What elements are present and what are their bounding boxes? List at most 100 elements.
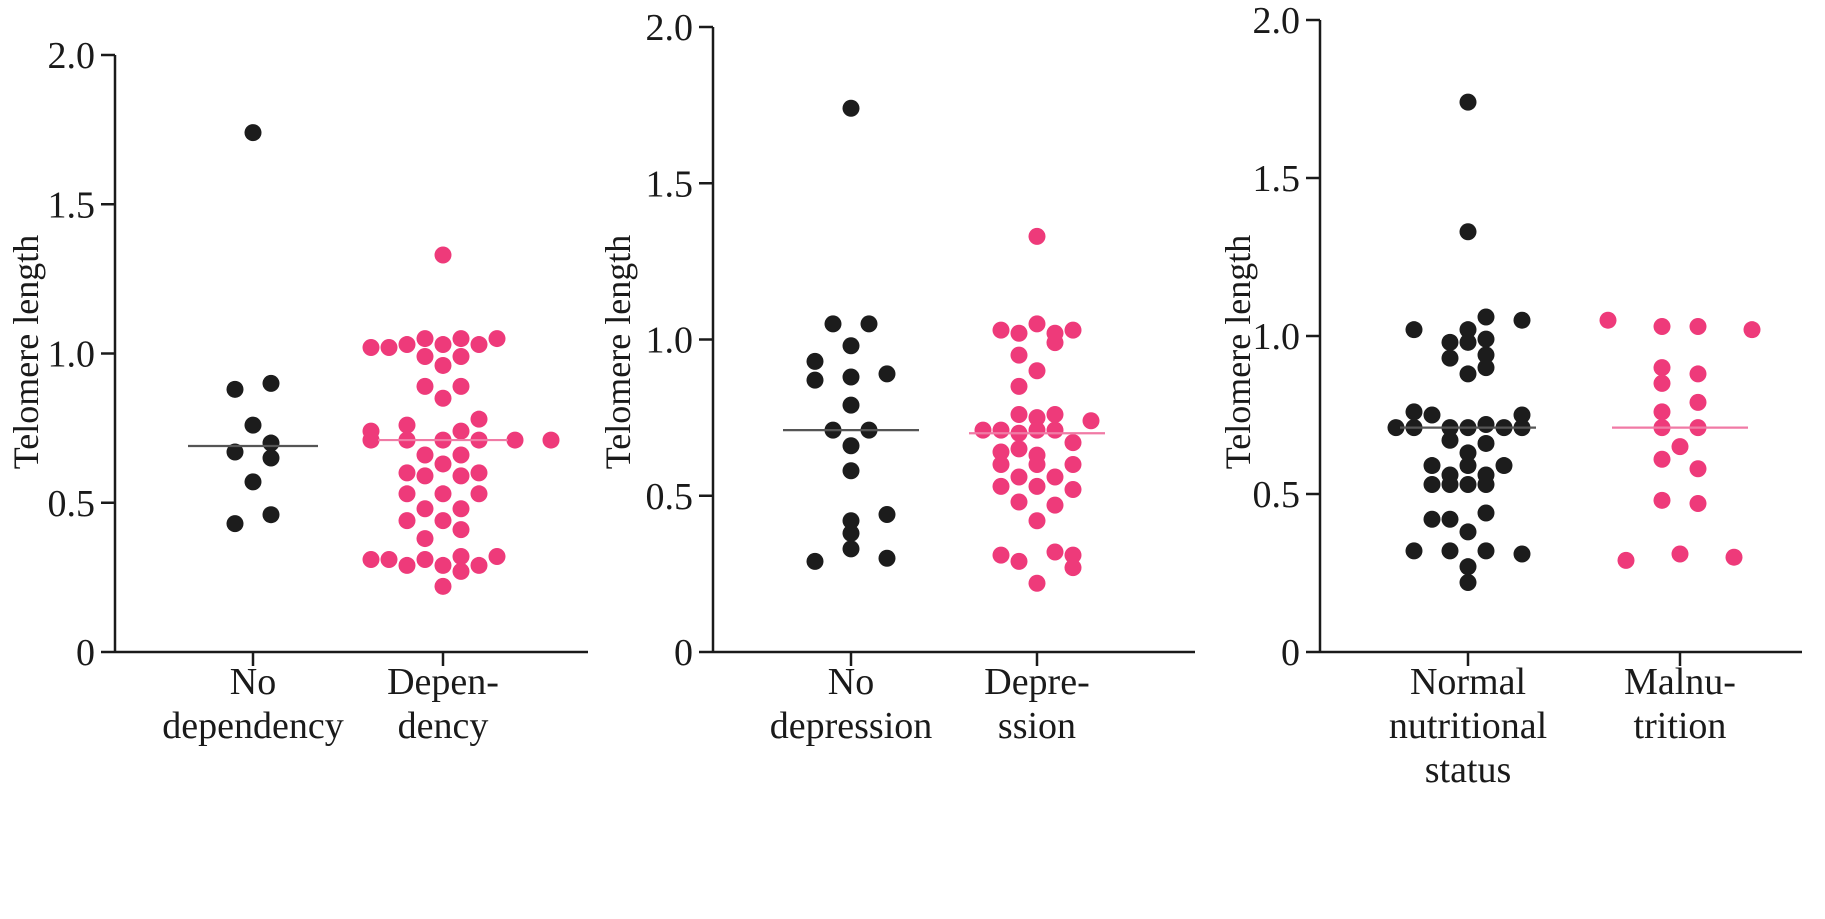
data-point — [878, 506, 896, 523]
data-point — [842, 396, 860, 414]
data-point — [470, 336, 488, 354]
data-point — [1010, 346, 1028, 364]
data-point — [1459, 365, 1477, 383]
data-point — [434, 577, 452, 595]
data-point — [1423, 406, 1441, 424]
data-point — [434, 246, 452, 264]
data-point — [1064, 456, 1082, 473]
data-point — [842, 437, 860, 455]
category-label: Depre-ssion — [984, 661, 1089, 747]
y-axis-title: Telomere length — [598, 235, 638, 469]
category-label-line: nutritional — [1389, 705, 1547, 747]
data-point — [1028, 315, 1046, 333]
data-point — [1010, 552, 1028, 570]
data-point — [1459, 321, 1477, 339]
data-point — [226, 380, 244, 398]
data-point — [1046, 468, 1064, 486]
data-point — [398, 464, 416, 482]
data-point — [452, 446, 470, 464]
data-point — [1028, 477, 1046, 495]
data-point — [1028, 421, 1046, 439]
data-point — [1423, 476, 1441, 494]
data-point — [1653, 318, 1671, 336]
data-point — [452, 467, 470, 485]
data-point — [470, 485, 488, 503]
data-point — [1064, 321, 1082, 339]
data-point — [1477, 308, 1495, 326]
y-tick-label: 1.0 — [1253, 316, 1301, 358]
data-point — [878, 365, 896, 383]
data-point — [992, 456, 1010, 473]
data-point — [452, 347, 470, 365]
data-point — [1459, 573, 1477, 591]
data-point — [1513, 311, 1531, 329]
data-point — [1441, 510, 1459, 528]
data-point — [1513, 406, 1531, 424]
data-point — [1477, 330, 1495, 348]
data-point — [1046, 421, 1064, 439]
data-point — [362, 431, 380, 449]
data-point — [1689, 494, 1707, 512]
data-point — [452, 562, 470, 580]
data-point — [1046, 334, 1064, 352]
y-tick-label: 1.0 — [646, 320, 694, 362]
data-point — [1459, 476, 1477, 494]
data-point — [262, 374, 280, 392]
data-point — [1441, 542, 1459, 560]
data-point — [1743, 321, 1761, 339]
category-label-line: Depre- — [984, 661, 1089, 703]
data-point — [1010, 493, 1028, 511]
data-point — [1441, 333, 1459, 351]
data-point — [1459, 93, 1477, 111]
data-point — [1459, 444, 1477, 462]
data-point — [992, 421, 1010, 439]
category-label-line: No — [828, 661, 874, 703]
data-point — [1046, 543, 1064, 561]
y-tick-label: 0 — [76, 632, 95, 674]
data-point — [1653, 359, 1671, 377]
data-point — [1477, 542, 1495, 560]
y-tick-label: 0.5 — [48, 483, 96, 525]
data-point — [806, 552, 824, 570]
data-point — [380, 550, 398, 568]
data-point — [1064, 434, 1082, 452]
data-point — [1671, 545, 1689, 563]
data-point — [842, 512, 860, 530]
category-label: Normal nutritional status — [1389, 661, 1547, 791]
y-tick-label: 1.5 — [646, 163, 694, 205]
category-label-line: ssion — [998, 705, 1076, 747]
data-point — [452, 547, 470, 565]
data-point — [1405, 542, 1423, 560]
data-point — [1028, 409, 1046, 427]
data-point — [262, 506, 280, 524]
data-point — [226, 515, 244, 533]
panel-depression: Telomere length 0 0.5 1.0 1.5 2.0 No depressio… — [598, 7, 1195, 747]
data-point — [842, 368, 860, 386]
data-point — [244, 416, 262, 434]
data-point — [1653, 374, 1671, 392]
data-point — [452, 500, 470, 518]
data-point — [506, 431, 524, 449]
data-point — [1064, 481, 1082, 498]
y-tick-label: 1.5 — [48, 184, 96, 226]
data-point — [1477, 346, 1495, 364]
data-point — [860, 315, 878, 333]
data-point — [1459, 558, 1477, 576]
data-point — [452, 521, 470, 539]
data-point — [262, 434, 280, 452]
data-point — [1671, 438, 1689, 456]
data-point — [434, 356, 452, 374]
data-point — [226, 443, 244, 461]
data-point — [1010, 406, 1028, 423]
data-point — [398, 336, 416, 354]
data-point — [1064, 559, 1082, 577]
data-point — [1064, 546, 1082, 564]
y-tick-label: 0.5 — [1253, 474, 1301, 516]
data-point — [1028, 456, 1046, 473]
category-label-line: No — [230, 661, 276, 703]
data-point — [806, 352, 824, 370]
data-point — [416, 347, 434, 365]
data-point — [878, 549, 896, 567]
data-point — [470, 410, 488, 428]
data-point — [1689, 393, 1707, 411]
